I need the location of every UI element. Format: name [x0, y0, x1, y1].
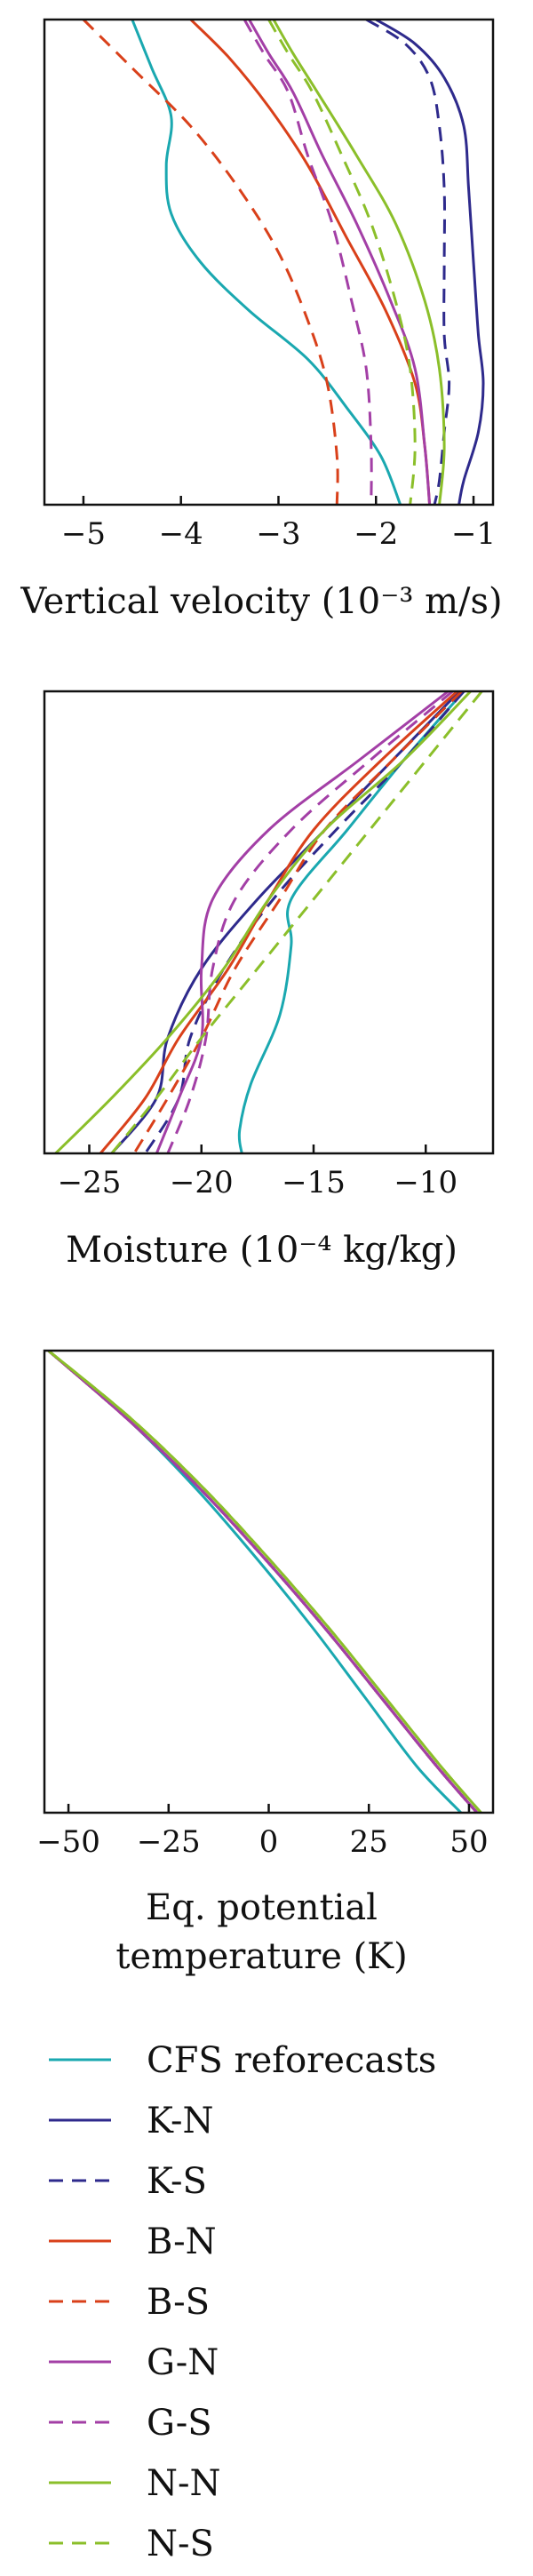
series-line-n-s	[47, 1351, 482, 1813]
x-tick-label: −5	[61, 516, 106, 552]
series-line-n-n	[54, 691, 472, 1153]
series-line-g-n	[155, 691, 449, 1153]
series-line-k-n	[375, 20, 485, 505]
series-line-cfs-reforecasts	[131, 20, 402, 505]
legend-item: CFS reforecasts	[49, 2040, 436, 2081]
x-tick-label: −10	[394, 1165, 457, 1200]
plot-frame	[43, 1349, 495, 1814]
series-line-n-n	[47, 1351, 482, 1813]
series-line-k-n	[110, 691, 461, 1153]
series-line-b-s	[82, 20, 339, 505]
series-line-g-s	[243, 20, 373, 505]
legend-label: N-N	[147, 2463, 221, 2504]
series-line-cfs-reforecasts	[237, 691, 465, 1153]
series-line-b-n	[189, 20, 432, 505]
x-tick-label: −2	[354, 516, 398, 552]
x-tick-label: −4	[159, 516, 203, 552]
x-axis-title: Moisture (10⁻⁴ kg/kg)	[66, 1230, 457, 1271]
series-line-g-n	[47, 1351, 479, 1813]
legend-item: K-N	[49, 2101, 214, 2141]
legend-label: G-S	[147, 2403, 212, 2444]
series-line-b-s	[132, 691, 463, 1153]
x-axis-title: temperature (K)	[115, 1936, 407, 1977]
legend-label: G-N	[147, 2342, 219, 2383]
series-line-b-n	[99, 691, 458, 1153]
plot-lines	[47, 1351, 482, 1813]
legend: CFS reforecasts K-N K-S B-N B-S G-N G-S N-N N-S	[49, 2040, 436, 2564]
series-line-k-s	[144, 691, 465, 1153]
plot-frame	[43, 690, 495, 1155]
series-line-g-s	[47, 1351, 479, 1813]
plot-frame	[43, 18, 495, 506]
series-line-g-n	[248, 20, 432, 505]
legend-label: CFS reforecasts	[147, 2040, 436, 2081]
plot-lines	[82, 20, 485, 505]
x-tick-label: 0	[259, 1824, 279, 1860]
series-line-cfs-reforecasts	[47, 1351, 462, 1813]
series-line-b-n	[47, 1351, 479, 1813]
legend-label: K-S	[147, 2161, 207, 2202]
x-tick-label: 25	[350, 1824, 388, 1860]
legend-label: B-N	[147, 2221, 217, 2262]
series-line-g-s	[166, 691, 454, 1153]
chart-panel-2: −25 −20 −15 −10 Moisture (10⁻⁴ kg/kg)	[43, 690, 495, 1271]
series-line-n-n	[272, 20, 446, 505]
x-tick-label: −3	[256, 516, 300, 552]
legend-item: K-S	[49, 2161, 207, 2202]
chart-panel-1: −5 −4 −3 −2 −1 Vertical velocity (10⁻³ m/s)	[20, 18, 503, 622]
legend-item: N-S	[49, 2524, 214, 2564]
series-line-k-n	[47, 1351, 479, 1813]
legend-item: G-S	[49, 2403, 212, 2444]
x-tick-label: −20	[170, 1165, 234, 1200]
x-tick-label: −50	[36, 1824, 100, 1860]
series-line-n-s	[267, 20, 417, 505]
legend-item: N-N	[49, 2463, 221, 2504]
x-tick-label: 50	[449, 1824, 488, 1860]
legend-item: B-S	[49, 2282, 210, 2323]
series-line-k-s	[47, 1351, 479, 1813]
series-line-n-s	[110, 691, 483, 1153]
legend-item: B-N	[49, 2221, 217, 2262]
x-tick-label: −15	[282, 1165, 346, 1200]
series-line-b-s	[47, 1351, 479, 1813]
x-tick-label: −25	[58, 1165, 122, 1200]
x-axis-title: Eq. potential	[146, 1887, 378, 1928]
legend-label: K-N	[147, 2101, 214, 2141]
legend-label: N-S	[147, 2524, 214, 2564]
legend-item: G-N	[49, 2342, 219, 2383]
plot-lines	[54, 691, 483, 1153]
x-tick-label: −25	[137, 1824, 201, 1860]
legend-label: B-S	[147, 2282, 210, 2323]
series-line-k-s	[365, 20, 451, 505]
x-tick-label: −1	[451, 516, 496, 552]
chart-panel-3: −50 −25 0 25 50 Eq. potential temperature (K)	[36, 1349, 495, 1977]
x-axis-title: Vertical velocity (10⁻³ m/s)	[20, 581, 502, 622]
